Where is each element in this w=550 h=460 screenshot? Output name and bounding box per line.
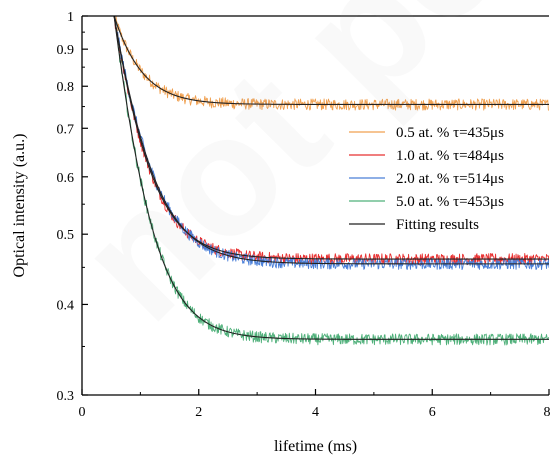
legend-label-1: 0.5 at. % τ=435μs: [396, 125, 504, 141]
x-tick-label: 8: [544, 405, 550, 420]
x-tick-label: 6: [429, 405, 436, 420]
data-layer: [113, 16, 549, 346]
fit-curve-1: [113, 16, 549, 106]
y-axis-title: Optical intensity (a.u.): [11, 134, 28, 278]
x-tick-label: 4: [312, 405, 319, 420]
fit-curve-3: [113, 16, 549, 265]
legend-label-3: 2.0 at. % τ=514μs: [396, 171, 504, 187]
y-tick-label: 0.7: [57, 122, 75, 137]
ticks-layer: 0 2 4 6 8 0.3 0.4 0.5 0.6 0.7 0.8 0.9 1: [57, 10, 550, 420]
series-line-4: [113, 16, 549, 346]
legend-label-2: 1.0 at. % τ=484μs: [396, 148, 504, 164]
legend: 0.5 at. % τ=435μs 1.0 at. % τ=484μs 2.0 at…: [349, 125, 504, 233]
y-tick-label: 0.6: [57, 171, 75, 186]
y-tick-label: 0.8: [57, 80, 75, 95]
x-axis-title: lifetime (ms): [274, 438, 357, 455]
y-tick-label: 1: [67, 10, 74, 25]
x-tick-label: 0: [79, 405, 86, 420]
plot-area: [113, 16, 549, 346]
legend-label-5: Fitting results: [396, 217, 479, 233]
legend-label-4: 5.0 at. % τ=453μs: [396, 194, 504, 210]
y-tick-label: 0.5: [57, 228, 75, 243]
y-tick-label: 0.3: [57, 389, 75, 404]
y-tick-label: 0.9: [57, 43, 75, 58]
y-tick-label: 0.4: [57, 298, 75, 313]
fit-curve-4: [113, 16, 549, 340]
x-tick-label: 2: [195, 405, 202, 420]
series-line-1: [113, 16, 549, 111]
